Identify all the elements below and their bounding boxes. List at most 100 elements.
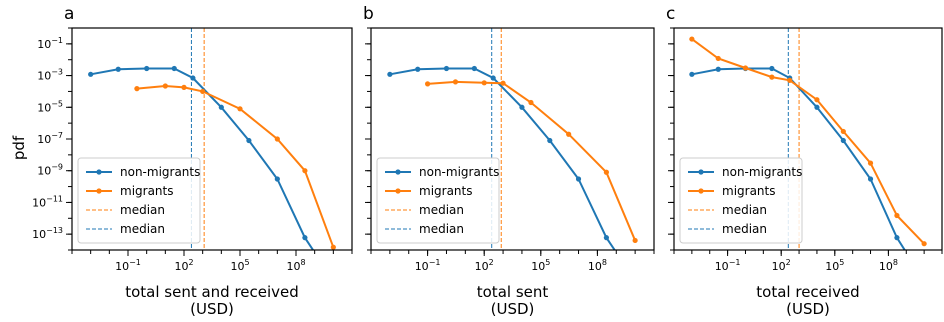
data-point bbox=[415, 66, 421, 72]
legend-label: non-migrants bbox=[120, 165, 200, 179]
plot-frame bbox=[71, 27, 353, 251]
data-point bbox=[144, 65, 150, 72]
y-tick-label: 10−3 bbox=[37, 68, 63, 83]
series-line bbox=[136, 84, 335, 248]
data-point bbox=[218, 104, 224, 110]
x-tick-label: 108 bbox=[879, 258, 898, 273]
x-tick-label: 105 bbox=[531, 258, 550, 273]
data-point bbox=[500, 80, 506, 86]
data-point bbox=[115, 66, 121, 72]
x-tick-label: 102 bbox=[475, 258, 494, 273]
series-migrants bbox=[134, 83, 336, 250]
y-tick-label: 10−1 bbox=[37, 36, 63, 51]
data-point bbox=[814, 97, 820, 103]
data-point bbox=[171, 65, 177, 72]
data-point bbox=[274, 176, 280, 182]
legend-label: non-migrants bbox=[419, 165, 499, 179]
data-point bbox=[519, 104, 525, 110]
x-axis-label: total sent bbox=[477, 283, 549, 301]
data-point bbox=[894, 212, 900, 219]
data-point bbox=[921, 241, 927, 247]
y-tick-label: 10−7 bbox=[37, 131, 63, 146]
legend-box bbox=[679, 157, 803, 244]
axis-ticks: 10−1 102 105 108 10−1 10−3 10−5 10−7 10−9 10−11 10… bbox=[32, 27, 353, 273]
series-migrants bbox=[689, 36, 927, 247]
x-tick-label: 102 bbox=[772, 258, 791, 273]
data-point bbox=[425, 81, 431, 87]
x-tick-label: 10−1 bbox=[715, 258, 741, 273]
data-point bbox=[689, 71, 695, 77]
data-point bbox=[134, 86, 140, 92]
legend-box bbox=[77, 157, 201, 244]
data-point bbox=[302, 235, 308, 241]
x-tick-label: 108 bbox=[286, 258, 305, 273]
axis-ticks: 10−1 102 105 108 bbox=[668, 27, 943, 273]
x-axis-label: (USD) bbox=[190, 300, 234, 318]
data-point bbox=[302, 168, 308, 174]
panel-letter: a bbox=[64, 4, 74, 24]
x-tick-label: 105 bbox=[825, 258, 844, 273]
data-point bbox=[528, 99, 534, 106]
y-axis-label: pdf bbox=[10, 135, 28, 160]
x-tick-label: 10−1 bbox=[115, 258, 141, 273]
data-point bbox=[632, 237, 638, 244]
data-point bbox=[814, 104, 820, 110]
y-tick-label: 10−11 bbox=[32, 194, 63, 209]
data-point bbox=[162, 83, 168, 89]
legend-label: migrants bbox=[722, 184, 776, 198]
data-point bbox=[481, 80, 487, 86]
data-point bbox=[88, 71, 94, 77]
series-line bbox=[691, 67, 906, 250]
data-point bbox=[769, 65, 775, 72]
data-point bbox=[894, 235, 900, 241]
x-axis-label: (USD) bbox=[786, 300, 830, 318]
legend-label: non-migrants bbox=[722, 165, 802, 179]
legend: non-migrants migrants median median bbox=[77, 157, 201, 244]
legend-label: median bbox=[120, 222, 165, 236]
axis-ticks: 10−1 102 105 108 bbox=[365, 27, 655, 273]
data-point bbox=[566, 131, 572, 137]
legend: non-migrants migrants median median bbox=[376, 157, 500, 244]
data-point bbox=[769, 74, 775, 80]
x-tick-label: 102 bbox=[174, 258, 193, 273]
data-point bbox=[181, 84, 187, 90]
series-line bbox=[427, 80, 637, 241]
x-tick-label: 105 bbox=[230, 258, 249, 273]
data-point bbox=[603, 235, 610, 241]
data-point bbox=[867, 176, 874, 182]
legend-label: migrants bbox=[120, 184, 174, 198]
panel-c: c 10−1 102 105 108 non-migrants migrants median… bbox=[666, 4, 943, 318]
x-axis-label: total sent and received bbox=[125, 283, 299, 301]
data-point bbox=[387, 71, 393, 77]
data-point bbox=[190, 75, 196, 81]
data-point bbox=[787, 77, 793, 83]
panel-letter: b bbox=[363, 4, 374, 24]
data-point bbox=[742, 65, 749, 71]
data-point bbox=[689, 36, 695, 42]
data-point bbox=[867, 160, 874, 166]
data-point bbox=[627, 270, 632, 275]
legend-label: migrants bbox=[419, 184, 473, 198]
series-non-migrants bbox=[387, 65, 632, 275]
legend-label: median bbox=[120, 203, 165, 217]
legend-box bbox=[376, 157, 500, 244]
legend-label: median bbox=[722, 222, 767, 236]
legend-label: median bbox=[419, 222, 464, 236]
legend-label: median bbox=[419, 203, 464, 217]
data-point bbox=[200, 88, 206, 95]
data-point bbox=[471, 65, 477, 72]
data-point bbox=[916, 270, 921, 275]
x-tick-label: 108 bbox=[588, 258, 607, 273]
plot-frame bbox=[673, 27, 943, 251]
data-point bbox=[246, 137, 252, 144]
legend-label: median bbox=[722, 203, 767, 217]
data-point bbox=[715, 66, 721, 72]
plot-frame bbox=[370, 27, 655, 251]
x-axis-label: (USD) bbox=[491, 300, 535, 318]
x-axis-label: total received bbox=[756, 283, 859, 301]
data-point bbox=[443, 65, 450, 72]
data-point bbox=[840, 128, 846, 135]
data-point bbox=[547, 137, 553, 144]
series-line bbox=[389, 67, 616, 250]
data-point bbox=[715, 55, 721, 62]
